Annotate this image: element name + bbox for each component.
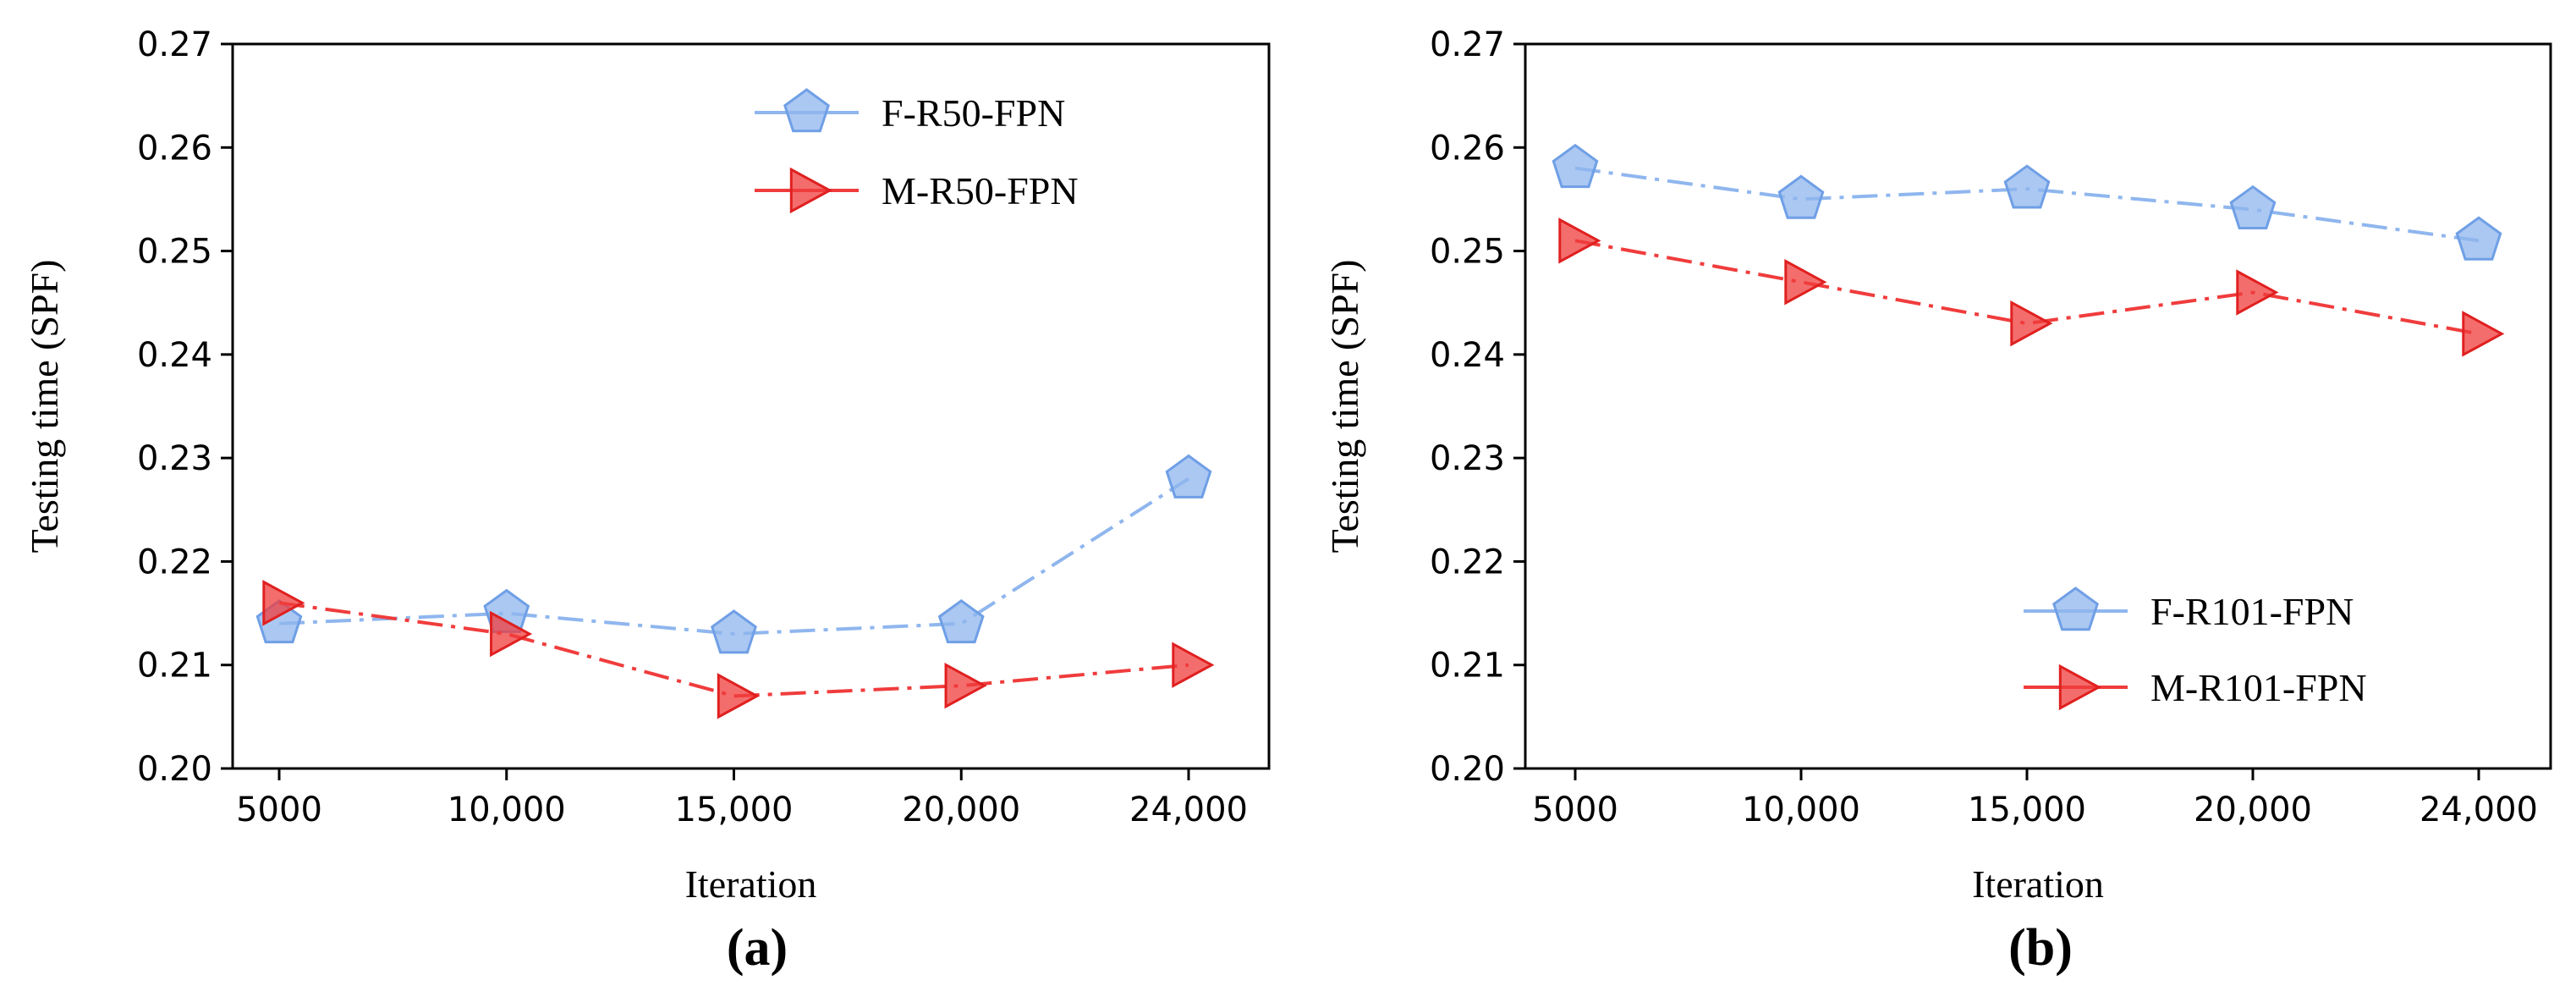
data-point-marker	[1172, 642, 1215, 688]
series-M-R50-FPN	[262, 580, 1215, 719]
x-tick-label: 5000	[1532, 790, 1618, 829]
plot-frame	[231, 42, 1271, 770]
y-tick-label: 0.26	[1430, 129, 1505, 168]
plot-frame	[1524, 42, 2552, 770]
y-tick-label: 0.27	[1430, 25, 1505, 64]
legend-label: M-R50-FPN	[882, 169, 1079, 212]
legend-entry: F-R50-FPN	[755, 88, 1065, 135]
legend-label: F-R50-FPN	[882, 91, 1065, 135]
series-F-R101-FPN	[1552, 143, 2502, 261]
data-point-marker	[2229, 185, 2277, 229]
data-point-marker	[1165, 454, 1212, 499]
y-tick-label: 0.24	[137, 336, 212, 375]
legend-entry: M-R101-FPN	[2024, 664, 2367, 711]
series-F-R50-FPN	[255, 454, 1212, 654]
x-tick-label: 24,000	[2419, 790, 2538, 829]
x-tick-label: 10,000	[448, 790, 566, 829]
y-tick-label: 0.24	[1430, 336, 1505, 375]
x-tick-label: 15,000	[1968, 790, 2086, 829]
x-axis-title: Iteration	[1972, 862, 2104, 906]
data-point-marker	[1777, 174, 1825, 219]
x-tick-label: 20,000	[902, 790, 1020, 829]
panel-caption: (b)	[2008, 919, 2073, 977]
legend-marker	[2058, 664, 2101, 711]
chart-panel-b: 0.20 0.21 0.22 0.23 0.24 0.25 0.26 0.27 5000 10,0…	[1323, 25, 2552, 977]
legend-marker	[2052, 587, 2099, 631]
data-point-marker	[2455, 216, 2502, 261]
x-tick-label: 24,000	[1129, 790, 1248, 829]
y-tick-label: 0.25	[137, 233, 212, 272]
y-tick-label: 0.23	[137, 439, 212, 478]
y-tick-label: 0.23	[1430, 439, 1505, 478]
x-tick-label: 5000	[236, 790, 322, 829]
data-point-marker	[2462, 311, 2505, 357]
y-tick-label: 0.20	[1430, 750, 1505, 789]
x-axis-title: Iteration	[685, 862, 817, 906]
y-axis-title: Testing time (SPF)	[1323, 260, 1366, 554]
y-axis-title: Testing time (SPF)	[23, 260, 66, 554]
legend-marker	[783, 88, 830, 133]
series-line	[1574, 239, 2480, 336]
data-point-marker	[1552, 143, 1599, 189]
data-point-marker	[937, 598, 985, 644]
data-point-marker	[711, 609, 757, 654]
y-tick-label: 0.22	[1430, 543, 1505, 581]
legend-marker	[789, 167, 832, 214]
legend-label: M-R101-FPN	[2150, 666, 2367, 709]
x-tick-label: 20,000	[2194, 790, 2312, 829]
y-tick-label: 0.27	[137, 25, 212, 64]
data-point-marker	[1558, 218, 1601, 264]
y-tick-label: 0.22	[137, 543, 212, 581]
data-point-marker	[2236, 269, 2279, 316]
y-tick-label: 0.26	[137, 129, 212, 168]
data-point-marker	[262, 580, 305, 626]
data-point-marker	[2003, 164, 2051, 209]
series-M-R101-FPN	[1558, 218, 2505, 357]
x-tick-label: 10,000	[1742, 790, 1860, 829]
y-tick-label: 0.21	[137, 647, 212, 686]
legend-entry: M-R50-FPN	[755, 167, 1079, 214]
series-line	[278, 601, 1189, 698]
data-point-marker	[717, 673, 760, 719]
panel-caption: (a)	[727, 919, 788, 977]
y-tick-label: 0.25	[1430, 233, 1505, 272]
legend-label: F-R101-FPN	[2150, 590, 2354, 633]
chart-panel-a: 0.20 0.21 0.22 0.23 0.24 0.25 0.26 0.27 5000 10,0…	[23, 25, 1271, 977]
y-tick-label: 0.21	[1430, 647, 1505, 686]
x-tick-label: 15,000	[675, 790, 794, 829]
legend-entry: F-R101-FPN	[2024, 587, 2354, 633]
data-point-marker	[490, 610, 533, 658]
data-point-marker	[944, 662, 987, 709]
data-point-marker	[1784, 259, 1827, 306]
y-tick-label: 0.20	[137, 750, 212, 789]
data-point-marker	[2010, 300, 2053, 347]
